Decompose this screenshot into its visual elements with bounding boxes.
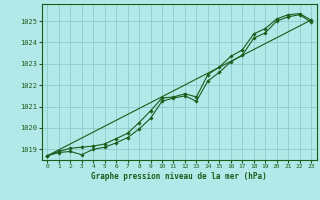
X-axis label: Graphe pression niveau de la mer (hPa): Graphe pression niveau de la mer (hPa)	[91, 172, 267, 181]
